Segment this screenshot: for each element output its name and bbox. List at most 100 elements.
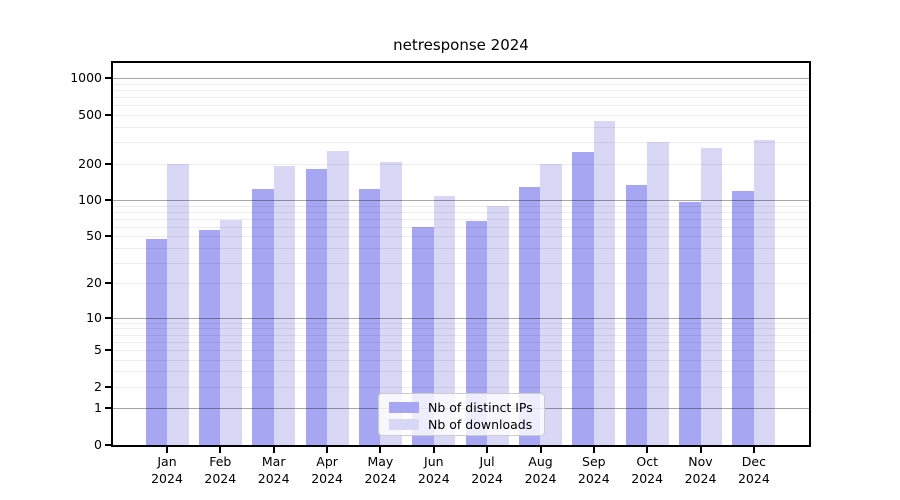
- x-tick-jan: [166, 447, 168, 453]
- x-tick-mar: [272, 447, 275, 453]
- y-tick-label-100: 100: [78, 192, 102, 208]
- x-tick-label-feb: Feb 2024: [190, 453, 250, 487]
- y-tick-0: [105, 444, 111, 446]
- bar-ips-may: [358, 188, 381, 445]
- month-label: Feb: [209, 454, 232, 469]
- x-tick-label-mar: Mar 2024: [244, 453, 304, 487]
- bar-downloads-jun: [433, 196, 456, 445]
- year-label: 2024: [684, 471, 717, 486]
- x-tick-label-dec: Dec 2024: [724, 453, 784, 487]
- y-tick-label-500: 500: [78, 107, 102, 123]
- bar-ips-jan: [145, 238, 167, 445]
- bar-downloads-aug: [540, 164, 562, 445]
- y-tick-label-50: 50: [86, 228, 102, 244]
- bar-downloads-apr: [327, 150, 349, 445]
- legend-label: Nb of distinct IPs: [428, 399, 533, 415]
- x-tick-label-jun: Jun 2024: [404, 453, 464, 487]
- gridline-major-1000: [113, 78, 809, 80]
- legend-entry-downloads: Nb of downloads: [389, 416, 544, 432]
- y-tick-5: [105, 348, 111, 351]
- x-tick-label-may: May 2024: [350, 453, 410, 487]
- x-tick-label-aug: Aug 2024: [511, 453, 571, 487]
- bar-downloads-feb: [220, 219, 242, 445]
- x-tick-jun: [432, 447, 435, 453]
- legend-swatch-icon: [389, 401, 419, 413]
- bar-downloads-jan: [167, 163, 189, 445]
- gridline-minor-500: [113, 115, 809, 117]
- x-tick-may: [379, 447, 382, 453]
- legend-label: Nb of downloads: [428, 416, 533, 432]
- year-label: 2024: [577, 471, 610, 486]
- year-label: 2024: [737, 471, 770, 486]
- year-label: 2024: [311, 471, 343, 486]
- gridline-minor-700: [113, 97, 809, 99]
- x-tick-oct: [646, 447, 649, 453]
- gridline-minor-400: [113, 126, 809, 128]
- x-tick-jul: [486, 447, 489, 453]
- x-tick-label-jul: Jul 2024: [457, 453, 517, 487]
- y-tick-10: [105, 316, 111, 319]
- bar-ips-nov: [679, 201, 701, 445]
- month-label: Jun: [424, 454, 444, 469]
- month-label: Aug: [528, 454, 553, 469]
- legend: Nb of distinct IPs Nb of downloads: [378, 393, 545, 436]
- bar-ips-jul: [465, 221, 488, 445]
- month-label: Mar: [261, 454, 286, 469]
- bar-downloads-nov: [700, 148, 722, 445]
- y-tick-50: [105, 235, 111, 238]
- bar-downloads-jul: [487, 205, 509, 445]
- plot-area: [111, 61, 811, 447]
- x-tick-label-nov: Nov 2024: [671, 453, 731, 487]
- year-label: 2024: [471, 471, 503, 486]
- x-tick-feb: [219, 447, 222, 453]
- bar-ips-apr: [305, 169, 328, 445]
- y-tick-500: [105, 114, 111, 117]
- month-label: Sep: [582, 454, 606, 469]
- x-tick-nov: [699, 447, 702, 453]
- year-label: 2024: [631, 471, 664, 486]
- y-tick-label-200: 200: [78, 155, 102, 171]
- x-tick-label-apr: Apr 2024: [297, 453, 357, 487]
- legend-entry-distinct-ips: Nb of distinct IPs: [389, 399, 544, 415]
- bar-ips-aug: [518, 186, 541, 445]
- y-tick-label-2: 2: [94, 378, 102, 394]
- bar-downloads-dec: [753, 139, 776, 445]
- y-tick-1000: [105, 77, 111, 80]
- bar-downloads-oct: [647, 142, 669, 445]
- x-tick-apr: [326, 447, 329, 453]
- x-tick-label-sep: Sep 2024: [564, 453, 624, 487]
- plot-canvas: [113, 63, 809, 445]
- year-label: 2024: [524, 471, 557, 486]
- month-label: Jan: [157, 454, 177, 469]
- y-tick-1: [105, 407, 111, 410]
- month-label: May: [367, 454, 394, 469]
- month-label: Nov: [688, 454, 713, 469]
- bar-ips-sep: [572, 151, 594, 445]
- chart-title: netresponse 2024: [393, 36, 529, 54]
- y-tick-100: [105, 199, 111, 202]
- gridline-minor-300: [113, 142, 809, 144]
- gridline-minor-600: [113, 105, 809, 107]
- year-label: 2024: [257, 471, 290, 486]
- month-label: Dec: [741, 454, 766, 469]
- y-tick-label-1000: 1000: [70, 70, 102, 86]
- y-tick-label-5: 5: [94, 341, 102, 357]
- x-tick-aug: [539, 447, 542, 453]
- month-label: Jul: [479, 454, 495, 469]
- bar-downloads-may: [380, 162, 402, 445]
- y-tick-2: [105, 385, 111, 388]
- gridline-minor-900: [113, 83, 809, 85]
- year-label: 2024: [417, 471, 450, 486]
- y-tick-label-20: 20: [86, 275, 102, 291]
- month-label: Apr: [316, 454, 338, 469]
- y-tick-label-1: 1: [94, 400, 102, 416]
- bar-ips-jun: [412, 226, 434, 445]
- y-tick-200: [105, 162, 111, 165]
- bar-ips-mar: [252, 189, 274, 445]
- year-label: 2024: [204, 471, 237, 486]
- bar-ips-feb: [198, 230, 221, 445]
- y-tick-label-0: 0: [94, 437, 102, 452]
- legend-swatch-icon: [389, 418, 419, 430]
- x-tick-label-jan: Jan 2024: [137, 453, 197, 487]
